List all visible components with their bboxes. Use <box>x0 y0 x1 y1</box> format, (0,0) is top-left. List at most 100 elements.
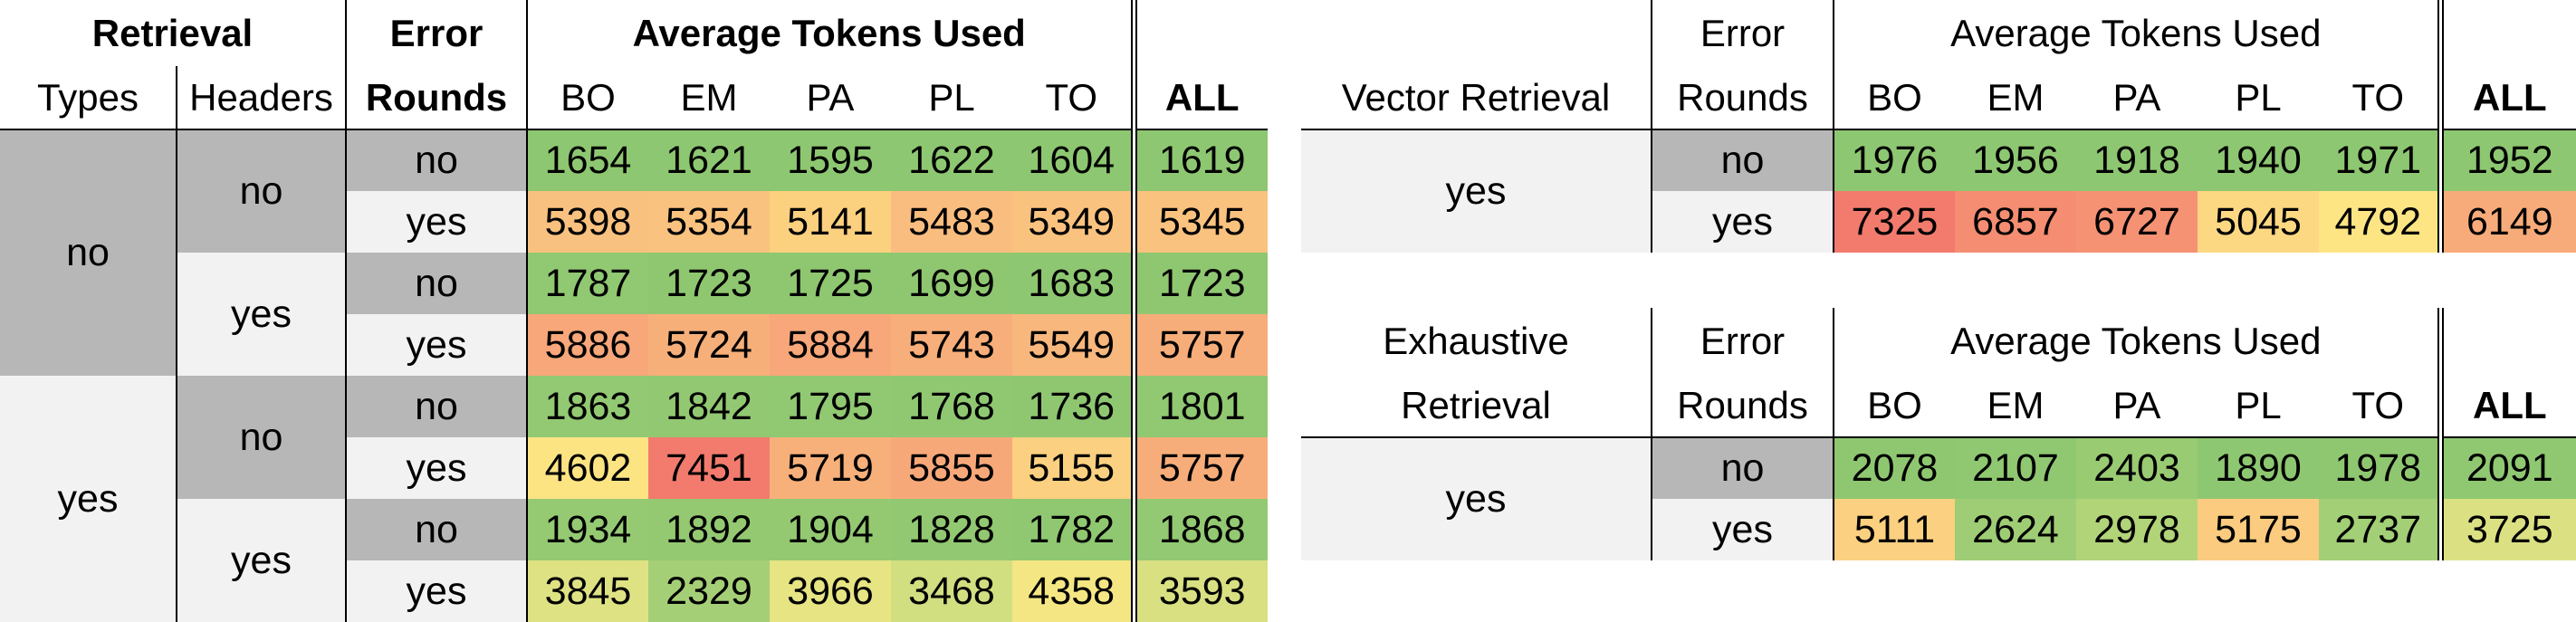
value-cell: 1904 <box>770 499 891 560</box>
value-cell: 1934 <box>526 499 648 560</box>
error-rounds-cell: yes <box>1651 191 1834 253</box>
all-value-cell: 1868 <box>1130 499 1268 560</box>
value-cell: 5349 <box>1012 191 1134 253</box>
value-cell: 5886 <box>526 314 648 376</box>
value-cell: 6727 <box>2076 191 2198 253</box>
value-cell: 5719 <box>770 437 891 499</box>
value-cell: 1890 <box>2198 437 2319 499</box>
value-cell: 1918 <box>2076 129 2198 191</box>
value-cell: 4792 <box>2319 191 2441 253</box>
value-cell: 2107 <box>1955 437 2076 499</box>
value-cell: 1622 <box>891 129 1012 191</box>
all-value-cell: 3593 <box>1130 560 1268 622</box>
table-row: yes 5886 5724 5884 5743 5549 5757 <box>0 314 1268 376</box>
col-header: PL <box>2198 66 2319 129</box>
all-value-cell: 5757 <box>1130 314 1268 376</box>
table-row: no no no 1654 1621 1595 1622 1604 1619 <box>0 129 1268 376</box>
value-cell: 1725 <box>770 253 891 314</box>
col-header: TO <box>2319 374 2441 437</box>
retrieval-value-cell: yes <box>1301 437 1652 560</box>
average-tokens-header: Average Tokens Used <box>1832 308 2441 374</box>
value-cell: 1604 <box>1012 129 1134 191</box>
value-cell: 3966 <box>770 560 891 622</box>
col-header: TO <box>2319 66 2441 129</box>
value-cell: 1782 <box>1012 499 1134 560</box>
value-cell: 2078 <box>1833 437 1955 499</box>
all-value-cell: 1801 <box>1130 376 1268 437</box>
col-header-all: ALL <box>1130 66 1268 129</box>
value-cell: 3845 <box>526 560 648 622</box>
value-cell: 5549 <box>1012 314 1134 376</box>
col-header: EM <box>1955 374 2076 437</box>
value-cell: 4602 <box>526 437 648 499</box>
col-header: BO <box>1833 374 1955 437</box>
value-cell: 7451 <box>648 437 770 499</box>
retrieval-header: Retrieval <box>0 0 346 66</box>
error-rounds-cell: no <box>345 376 527 437</box>
value-cell: 4358 <box>1012 560 1134 622</box>
value-cell: 5354 <box>648 191 770 253</box>
all-header-spacer <box>1130 0 1268 66</box>
retrieval-types-cell: no <box>0 129 177 376</box>
value-cell: 1828 <box>891 499 1012 560</box>
table-row: yes 3845 2329 3966 3468 4358 3593 <box>0 560 1268 622</box>
all-value-cell: 5345 <box>1130 191 1268 253</box>
error-rounds-cell: yes <box>1651 499 1834 560</box>
value-cell: 2978 <box>2076 499 2198 560</box>
col-header: BO <box>1833 66 1955 129</box>
value-cell: 2737 <box>2319 499 2441 560</box>
headers-cell: yes <box>176 253 346 376</box>
value-cell: 3468 <box>891 560 1012 622</box>
headers-cell: yes <box>176 499 346 622</box>
headers-header: Headers <box>176 66 346 129</box>
table-row: yes no no 1863 1842 1795 1768 1736 1801 <box>0 376 1268 622</box>
value-cell: 5141 <box>770 191 891 253</box>
error-rounds-cell: no <box>345 253 527 314</box>
table-row: yes no 1787 1723 1725 1699 1683 1723 <box>0 253 1268 376</box>
error-header: Error <box>1651 308 1834 374</box>
table-row: yes 7325 6857 6727 5045 4792 6149 <box>1301 191 2576 253</box>
table-row: yes no 2078 2107 2403 1890 1978 2091 <box>1301 437 2576 560</box>
value-cell: 1940 <box>2198 129 2319 191</box>
all-value-cell: 3725 <box>2437 499 2576 560</box>
retrieval-value-cell: yes <box>1301 129 1652 253</box>
all-header-spacer <box>2437 0 2576 66</box>
value-cell: 5175 <box>2198 499 2319 560</box>
value-cell: 1892 <box>648 499 770 560</box>
value-cell: 5483 <box>891 191 1012 253</box>
value-cell: 7325 <box>1833 191 1955 253</box>
error-rounds-cell: yes <box>345 191 527 253</box>
col-header: TO <box>1012 66 1134 129</box>
rounds-header: Rounds <box>1651 66 1834 129</box>
error-rounds-cell: no <box>1651 129 1834 191</box>
value-cell: 5111 <box>1833 499 1955 560</box>
table-row: yes no 1934 1892 1904 1828 1782 1868 <box>0 499 1268 622</box>
main-token-table: Retrieval Error Average Tokens Used Type… <box>0 0 1268 622</box>
value-cell: 5743 <box>891 314 1012 376</box>
error-header: Error <box>345 0 527 66</box>
error-rounds-cell: yes <box>345 314 527 376</box>
value-cell: 6857 <box>1955 191 2076 253</box>
value-cell: 1768 <box>891 376 1012 437</box>
value-cell: 5884 <box>770 314 891 376</box>
all-value-cell: 5757 <box>1130 437 1268 499</box>
value-cell: 1795 <box>770 376 891 437</box>
col-header: PA <box>2076 66 2198 129</box>
value-cell: 5398 <box>526 191 648 253</box>
col-header: BO <box>526 66 648 129</box>
value-cell: 2624 <box>1955 499 2076 560</box>
vector-retrieval-header: Vector Retrieval <box>1301 66 1652 129</box>
value-cell: 1976 <box>1833 129 1955 191</box>
value-cell: 5155 <box>1012 437 1134 499</box>
table-row: yes 5398 5354 5141 5483 5349 5345 <box>0 191 1268 253</box>
rounds-header: Rounds <box>1651 374 1834 437</box>
exhaustive-header: Exhaustive <box>1301 308 1652 374</box>
col-header: PA <box>770 66 891 129</box>
value-cell: 1621 <box>648 129 770 191</box>
value-cell: 5045 <box>2198 191 2319 253</box>
table-row: yes no 1976 1956 1918 1940 1971 1952 <box>1301 129 2576 253</box>
value-cell: 5724 <box>648 314 770 376</box>
value-cell: 2403 <box>2076 437 2198 499</box>
average-tokens-header: Average Tokens Used <box>526 0 1134 66</box>
col-header: PL <box>891 66 1012 129</box>
